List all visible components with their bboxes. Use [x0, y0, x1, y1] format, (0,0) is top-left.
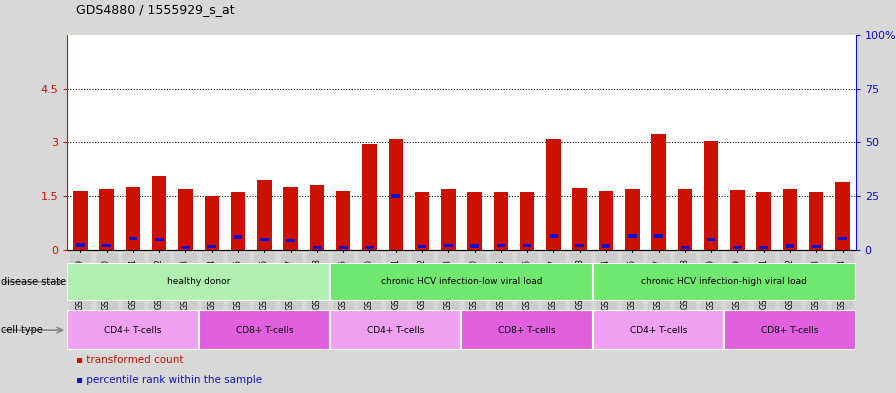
Text: disease state: disease state — [1, 277, 66, 287]
Bar — [207, 245, 216, 248]
Bar — [392, 195, 401, 198]
Text: healthy donor: healthy donor — [167, 277, 230, 286]
Text: CD4+ T-cells: CD4+ T-cells — [630, 326, 687, 334]
Bar — [102, 244, 111, 247]
Bar — [178, 189, 193, 250]
Bar — [199, 310, 330, 350]
Bar — [549, 234, 558, 238]
Bar — [234, 235, 243, 239]
Bar — [733, 246, 742, 250]
Bar — [128, 237, 137, 241]
Bar — [283, 187, 297, 250]
Bar — [231, 192, 246, 250]
Bar — [759, 246, 768, 250]
Bar — [152, 176, 167, 250]
Bar — [835, 182, 849, 250]
Bar — [812, 245, 821, 248]
Text: ▪ transformed count: ▪ transformed count — [76, 355, 184, 365]
Bar — [441, 189, 455, 250]
Bar — [724, 310, 856, 350]
Bar — [786, 244, 795, 248]
Bar — [601, 244, 610, 248]
Bar — [461, 310, 593, 350]
Bar — [651, 134, 666, 250]
Bar — [67, 310, 199, 350]
Bar — [362, 144, 376, 250]
Bar — [73, 191, 88, 250]
Text: chronic HCV infection-low viral load: chronic HCV infection-low viral load — [381, 277, 542, 286]
Bar — [257, 180, 271, 250]
Text: CD4+ T-cells: CD4+ T-cells — [104, 326, 161, 334]
Text: CD8+ T-cells: CD8+ T-cells — [762, 326, 819, 334]
Bar — [628, 234, 637, 238]
Text: ▪ percentile rank within the sample: ▪ percentile rank within the sample — [76, 375, 263, 385]
Bar — [330, 263, 593, 301]
Bar — [520, 193, 534, 250]
Bar — [310, 185, 324, 250]
Bar — [330, 310, 461, 350]
Bar — [654, 234, 663, 238]
Bar — [547, 139, 561, 250]
Bar — [155, 238, 164, 241]
Bar — [125, 187, 140, 250]
Bar — [593, 263, 856, 301]
Bar — [838, 237, 847, 240]
Bar — [67, 263, 330, 301]
Bar — [730, 189, 745, 250]
Bar — [593, 310, 724, 350]
Bar — [204, 196, 219, 250]
Bar — [365, 246, 374, 250]
Bar — [99, 189, 114, 250]
Text: CD8+ T-cells: CD8+ T-cells — [498, 326, 556, 334]
Bar — [756, 193, 771, 250]
Bar — [783, 189, 797, 250]
Bar — [339, 246, 348, 250]
Bar — [76, 243, 85, 246]
Bar — [575, 244, 584, 247]
Bar — [181, 246, 190, 250]
Bar — [704, 141, 719, 250]
Text: GDS4880 / 1555929_s_at: GDS4880 / 1555929_s_at — [76, 3, 235, 16]
Bar — [599, 191, 613, 250]
Bar — [470, 244, 479, 248]
Bar — [707, 238, 716, 241]
Text: cell type: cell type — [1, 325, 43, 335]
Bar — [809, 193, 823, 250]
Bar — [573, 188, 587, 250]
Bar — [336, 191, 350, 250]
Bar — [680, 246, 689, 250]
Bar — [389, 139, 403, 250]
Bar — [496, 244, 505, 247]
Bar — [677, 189, 692, 250]
Text: CD4+ T-cells: CD4+ T-cells — [367, 326, 425, 334]
Bar — [418, 245, 426, 248]
Bar — [468, 192, 482, 250]
Bar — [625, 189, 640, 250]
Bar — [286, 239, 295, 242]
Text: CD8+ T-cells: CD8+ T-cells — [236, 326, 293, 334]
Text: chronic HCV infection-high viral load: chronic HCV infection-high viral load — [642, 277, 807, 286]
Bar — [444, 244, 452, 247]
Bar — [494, 193, 508, 250]
Bar — [260, 238, 269, 241]
Bar — [415, 193, 429, 250]
Bar — [522, 244, 531, 247]
Bar — [313, 246, 322, 250]
